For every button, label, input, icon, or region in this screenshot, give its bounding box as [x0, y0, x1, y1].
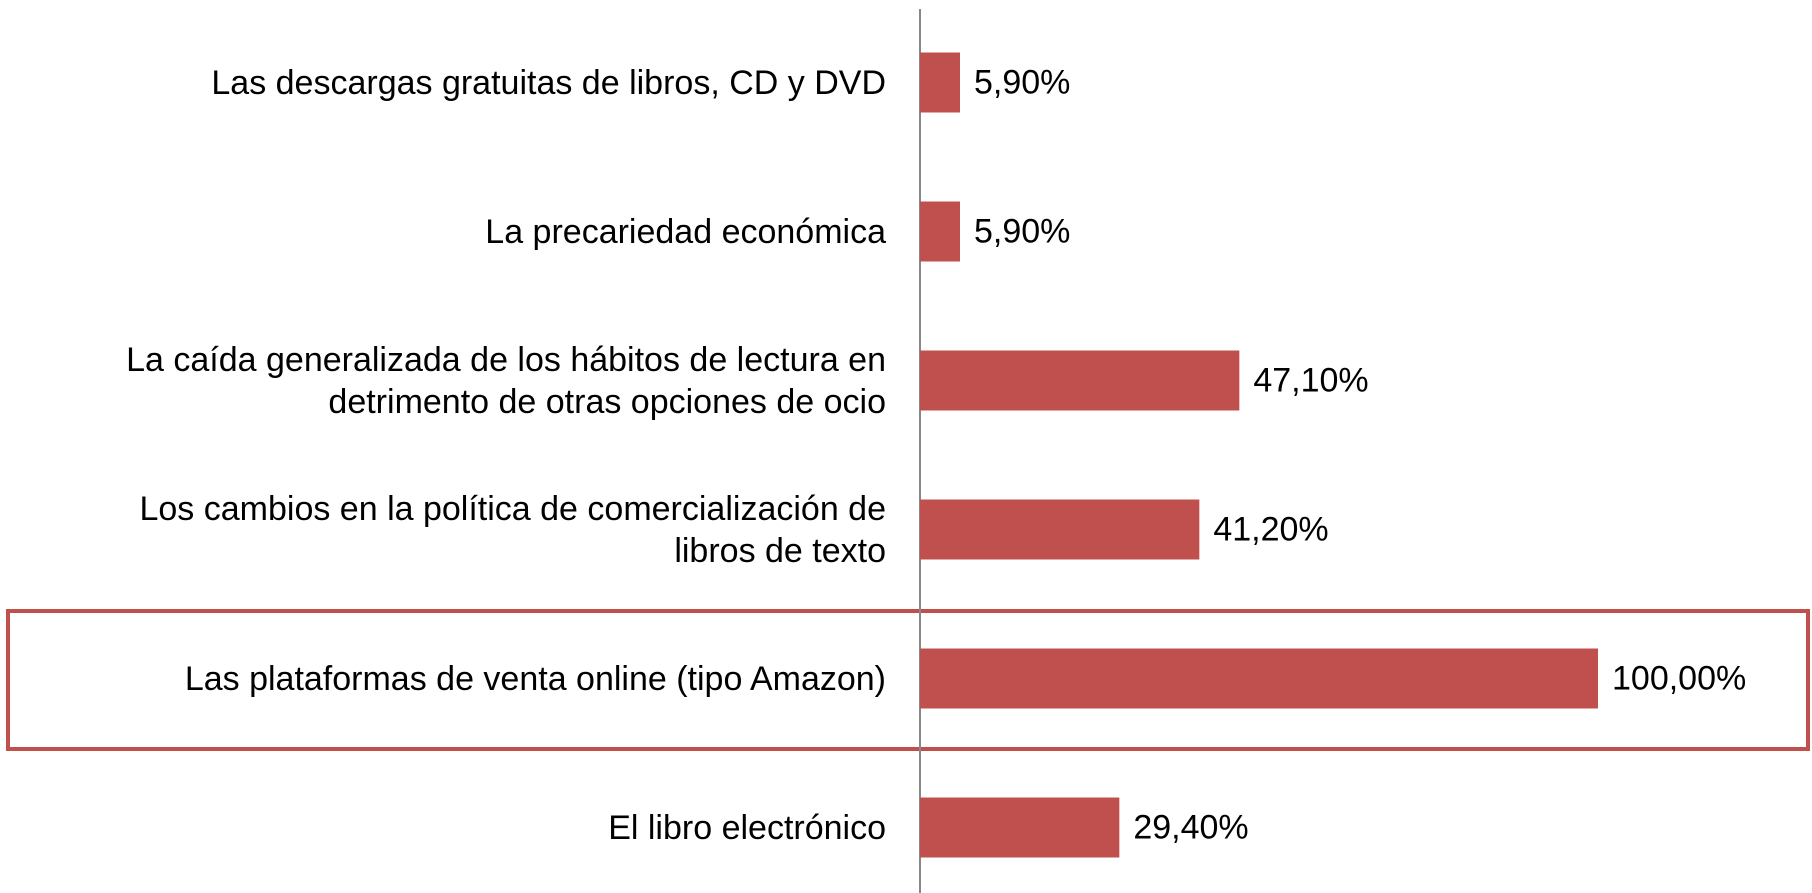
category-label: Los cambios en la política de comerciali… [139, 489, 886, 570]
value-label: 5,90% [974, 63, 1070, 101]
category-label: Las plataformas de venta online (tipo Am… [184, 659, 886, 698]
bar [920, 350, 1240, 411]
value-label: 100,00% [1612, 659, 1746, 697]
category-label: El libro electrónico [608, 808, 886, 847]
bar [920, 797, 1120, 858]
category-label: La caída generalizada de los hábitos de … [126, 340, 886, 421]
category-label: La precariedad económica [485, 212, 886, 251]
bar [920, 201, 961, 262]
value-label: 41,20% [1213, 510, 1328, 548]
value-label: 5,90% [974, 212, 1070, 250]
value-label: 29,40% [1133, 808, 1248, 846]
bar [920, 499, 1200, 560]
bar [920, 52, 961, 113]
bar [920, 648, 1598, 709]
highlight-box [6, 609, 1810, 751]
category-label: Las descargas gratuitas de libros, CD y … [211, 63, 886, 102]
value-label: 47,10% [1253, 361, 1368, 399]
